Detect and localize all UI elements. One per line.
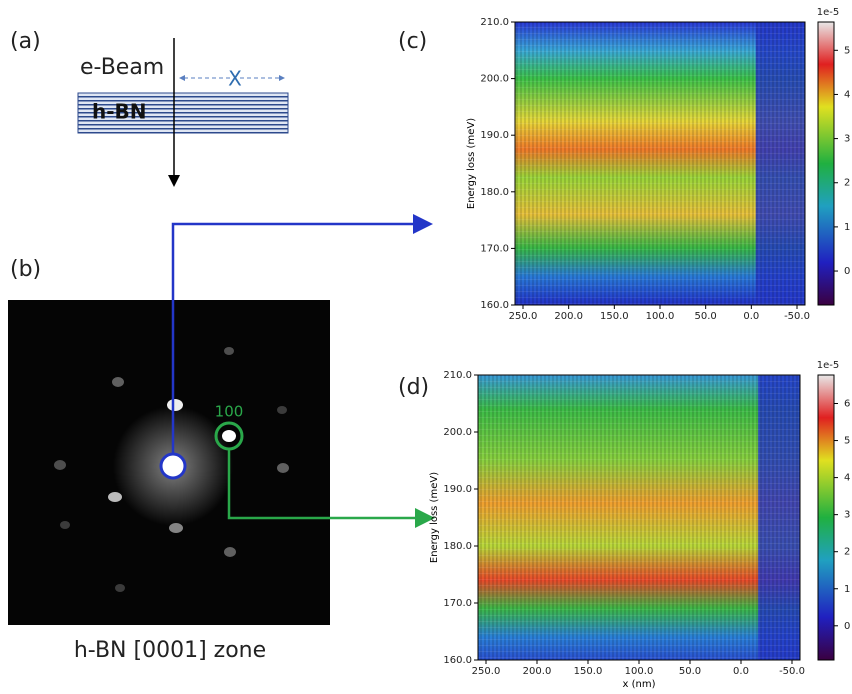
colorbar-scale: 1e-5 xyxy=(817,7,840,18)
x-tick-label: 200.0 xyxy=(554,311,583,322)
colorbar-tick-label: 2 xyxy=(844,547,850,558)
y-axis-label: Energy loss (meV) xyxy=(466,118,477,209)
colorbar xyxy=(817,374,835,661)
sample xyxy=(77,92,289,134)
y-tick-label: 210.0 xyxy=(443,370,472,381)
colorbar xyxy=(817,21,835,306)
colorbar-tick-label: 1 xyxy=(844,222,850,233)
colorbar-tick-label: 1 xyxy=(844,584,850,595)
y-tick-label: 180.0 xyxy=(443,541,472,552)
material-label: h-BN xyxy=(92,100,147,124)
x-tick-label: -50.0 xyxy=(784,311,810,322)
colorbar-tick-label: 3 xyxy=(844,134,850,145)
spots xyxy=(54,347,289,592)
panel-label: (d) xyxy=(398,375,429,400)
x-tick-label: 0.0 xyxy=(743,311,759,322)
heatmap-texture xyxy=(478,375,800,660)
center-marker xyxy=(159,452,187,480)
distance-label: X xyxy=(228,67,242,91)
colorbar-tick-label: 2 xyxy=(844,178,850,189)
colorbar-tick-label: 0 xyxy=(844,621,850,632)
y-tick-label: 170.0 xyxy=(443,598,472,609)
y-tick-label: 170.0 xyxy=(480,243,509,254)
link-arrow xyxy=(227,449,435,528)
y-tick-label: 190.0 xyxy=(443,484,472,495)
colorbar-tick-label: 4 xyxy=(844,473,850,484)
panel-label: (b) xyxy=(10,257,41,282)
colorbar-tick-label: 6 xyxy=(844,399,850,410)
x-tick-label: 150.0 xyxy=(600,311,629,322)
beam-label: e-Beam xyxy=(80,55,164,80)
y-axis-label: Energy loss (meV) xyxy=(429,472,440,563)
colorbar-scale: 1e-5 xyxy=(817,360,840,371)
heatmap-texture xyxy=(515,22,805,305)
y-tick-label: 200.0 xyxy=(443,427,472,438)
x-axis-label: x (nm) xyxy=(623,679,656,690)
x-tick-label: 250.0 xyxy=(472,666,501,677)
panel-label: (a) xyxy=(10,29,41,54)
x-tick-label: 200.0 xyxy=(523,666,552,677)
spot-label: 100 xyxy=(215,403,244,421)
colorbar-tick-label: 5 xyxy=(844,45,850,56)
colorbar-tick-label: 5 xyxy=(844,436,850,447)
panel-label: (c) xyxy=(398,29,427,54)
x-tick-label: 100.0 xyxy=(646,311,675,322)
x-tick-label: 250.0 xyxy=(509,311,538,322)
x-tick-label: -50.0 xyxy=(779,666,805,677)
colorbar-tick-label: 0 xyxy=(844,266,850,277)
colorbar-tick-label: 3 xyxy=(844,510,850,521)
link-arrow xyxy=(171,214,433,454)
colorbar-tick-label: 4 xyxy=(844,89,850,100)
caption: h-BN [0001] zone xyxy=(74,638,266,663)
y-tick-label: 160.0 xyxy=(443,655,472,666)
y-tick-label: 210.0 xyxy=(480,17,509,28)
y-tick-label: 160.0 xyxy=(480,300,509,311)
x-tick-label: 150.0 xyxy=(574,666,603,677)
x-tick-label: 50.0 xyxy=(695,311,717,322)
x-tick-label: 100.0 xyxy=(625,666,654,677)
y-tick-label: 200.0 xyxy=(480,74,509,85)
y-tick-label: 190.0 xyxy=(480,130,509,141)
x-tick-label: 50.0 xyxy=(679,666,701,677)
y-tick-label: 180.0 xyxy=(480,187,509,198)
x-tick-label: 0.0 xyxy=(733,666,749,677)
